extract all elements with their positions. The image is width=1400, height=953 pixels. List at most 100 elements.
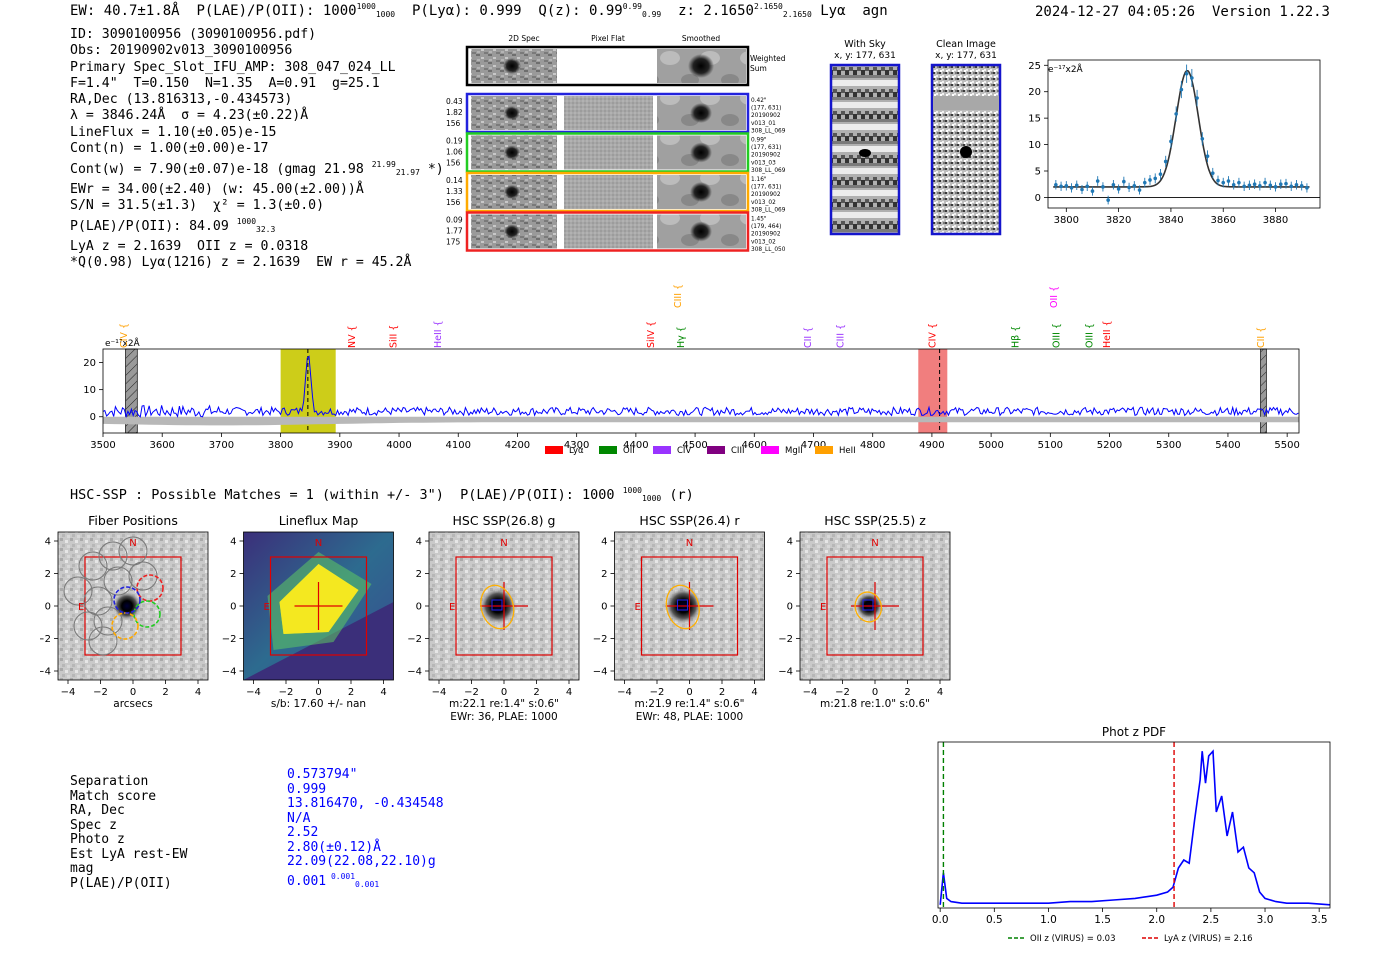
match-label: Spec z [70,817,117,833]
zoom-point [1278,182,1283,187]
match-value: 2.80(±0.12)Å [287,839,381,855]
col-title-2dspec: 2D Spec [508,34,539,43]
panel-xtick-label: 2 [533,687,539,698]
spec-ytick-label: 10 [83,385,96,396]
image-panels: Fiber Positions N E −4 −4 −2 −2 0 0 2 2 4 4 arcsecs Li… [40,513,951,723]
cutout-right-value: 1.45" [751,217,767,223]
match-label: P(LAE)/P(OII) [70,875,172,891]
zoom-unit: e⁻¹⁷x2Å [1048,63,1084,75]
zoom-point [1137,188,1142,192]
spec-ytick-label: 20 [83,358,96,369]
photz-frame [937,741,1331,909]
cutout-row: 0.19 1.06 156 0.99"(177, 631) 20190902v013_0… [446,132,786,174]
panel-ytick-label: −2 [222,634,237,645]
zoom-ytick-label: 15 [1028,114,1041,125]
match-label: Est LyA rest-EW [70,846,188,862]
spec-xtick-label: 5200 [1097,440,1122,451]
hsc-summary-text: HSC-SSP : Possible Matches = 1 (within +… [70,487,615,503]
cutout-smoothed-source [690,221,712,242]
spec-xtick-label: 4900 [919,440,944,451]
spec-line-label: NV { [347,325,358,348]
cutout-left-value: 175 [446,238,461,247]
cutout-right-value: 1.16" [751,177,767,183]
spec-xtick-label: 3900 [327,440,352,451]
sky-images: With Sky x, y: 177, 631 Clean Image x, y… [829,39,1002,236]
cutout-right-value: 20190902 [751,113,781,119]
cutout-left-value: 0.19 [446,137,463,146]
match-plae-sup: 0.001 [326,871,356,881]
zoom-ytick-label: 0 [1035,193,1041,204]
zoom-point [1080,187,1084,192]
panel-xtick-label: 0 [872,687,878,698]
spec-legend-label: CIV [677,446,691,456]
north-label: N [500,538,507,549]
header-summary: EW: 40.7±1.8Å P(LAE)/P(OII): 10001000100… [70,2,888,19]
cutout-left-value: 0.09 [446,216,463,225]
match-value: N/A [287,810,311,826]
cutout-left-value: 156 [446,159,461,168]
spec-legend-label: MgII [785,446,803,456]
panel-ytick-label: −4 [593,667,608,678]
timestamp-version: 2024-12-27 04:05:26 Version 1.22.3 [1035,4,1330,20]
header-z: z: 2.1650 [678,3,754,19]
cutout-pixelflat [564,96,653,130]
spec-line-label: OIII { [1052,323,1063,348]
panel-title: HSC SSP(25.5) z [824,513,926,528]
panel-ytick-label: 2 [601,569,607,580]
match-value: 2.52 [287,825,319,840]
match-value: 0.573794" [287,767,358,782]
panel-ytick-label: 4 [601,537,607,548]
cutout-2dspec-source [504,185,520,199]
zoom-point [1179,87,1184,92]
spec-xtick-label: 4800 [860,440,885,451]
cutout-right-value: 0.99" [751,138,767,144]
match-label: Separation [70,774,149,789]
spec-line-label: CIV { [119,323,130,348]
fiber-circle [128,561,158,591]
match-label: Match score [70,788,157,804]
panel-ytick-label: 0 [787,602,793,613]
cutout-left-value: 1.82 [446,108,463,117]
contw-sup: 21.99 [371,160,396,170]
header-z-sub: 2.1650 [782,10,812,19]
fiber-circle-blue [113,586,141,614]
image-panel: Fiber Positions N E −4 −4 −2 −2 0 0 2 2 4 4 arcsecs [40,513,209,710]
cutout-stack: 2D Spec Pixel Flat Smoothed Weighted Sum… [446,34,786,253]
zoom-point [1221,180,1226,185]
photz-xtick-label: 1.0 [1040,914,1057,926]
panel-ytick-label: 2 [416,569,422,580]
cutout-right-value: 20190902 [751,232,781,238]
zoom-point [1237,180,1241,185]
zoom-ytick-label: 25 [1028,61,1041,72]
zoom-xtick-label: 3820 [1106,215,1131,226]
panel-ytick-label: 2 [787,569,793,580]
cutout-pixelflat [564,214,653,249]
spec-xtick-label: 4200 [505,440,530,451]
zoom-point [1216,178,1220,183]
spec-legend-swatch [545,446,563,454]
cutout-right-value: v013_02 [751,200,776,206]
panel-ytick-label: 4 [416,537,422,548]
north-label: N [871,538,878,549]
spec-xtick-label: 5000 [978,440,1003,451]
zoom-point [1127,185,1131,190]
zoom-point [1205,154,1210,158]
header-qz-sup: 0.99 [622,2,642,11]
col-title-smoothed: Smoothed [682,34,721,43]
cutout-right-value: 308_LL_050 [751,247,786,253]
spec-line-label: CII { [803,327,814,348]
cutout-right-value: v013_02 [751,239,776,245]
cutout-pixelflat [564,175,653,209]
clean-xy: x, y: 177, 631 [935,51,997,61]
aperture-box [269,556,368,656]
spec-xtick-label: 4500 [682,440,707,451]
cutout-right-value: v013_01 [751,121,776,127]
zoom-frame [1047,59,1321,209]
cutout-right-value: (177, 631) [751,106,781,112]
spec-legend-label: OII [623,446,635,456]
match-label: Photo z [70,832,125,847]
photz-title: Phot z PDF [1102,725,1166,739]
match-label: mag [70,861,94,876]
spec-line-label: CIII { [836,324,847,348]
east-label: E [78,602,84,613]
